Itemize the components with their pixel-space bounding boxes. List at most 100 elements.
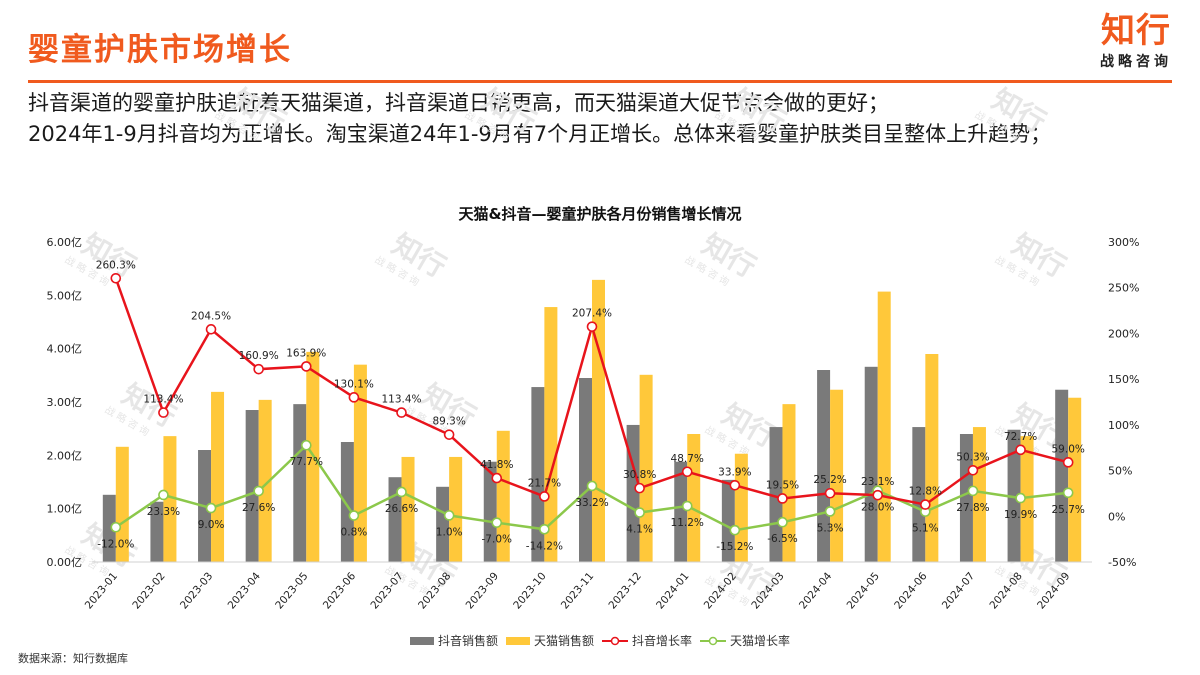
summary-line-2: 2024年1-9月抖音均为正增长。淘宝渠道24年1-9月有7个月正增长。总体来看… <box>28 122 1052 146</box>
x-tick-label: 2024-05 <box>845 570 882 611</box>
douyin-growth-data-label: 207.4% <box>572 308 612 320</box>
douyin-sales-bar <box>388 477 402 562</box>
douyin-sales-bar <box>912 427 926 562</box>
douyin-sales-bar <box>531 387 545 562</box>
tmall-growth-data-label: 1.0% <box>436 526 463 538</box>
tmall-sales-bar <box>211 391 225 562</box>
douyin-growth-data-label: 130.1% <box>334 378 374 390</box>
douyin-growth-marker <box>872 489 884 501</box>
y-left-tick: 1.00亿 <box>47 503 83 516</box>
douyin-sales-bar <box>864 366 878 562</box>
douyin-sales-bar <box>483 461 497 562</box>
douyin-growth-data-label: 59.0% <box>1052 443 1085 455</box>
tmall-growth-data-label: 0.8% <box>341 527 368 539</box>
y-right-tick: 200% <box>1108 327 1139 340</box>
douyin-growth-marker <box>729 479 741 491</box>
tmall-growth-data-label: -14.2% <box>526 540 563 552</box>
douyin-growth-data-label: 72.7% <box>1004 431 1037 443</box>
legend-item-tmall-growth: 天猫增长率 <box>700 632 790 649</box>
tmall-line-swatch-icon <box>700 636 727 645</box>
tmall-growth-marker <box>539 523 550 535</box>
tmall-bar-swatch-icon <box>506 636 531 645</box>
legend-label: 天猫销售额 <box>534 634 595 648</box>
x-tick-label: 2024-06 <box>892 570 930 612</box>
page-title: 婴童护肤市场增长 <box>28 32 292 68</box>
tmall-growth-marker <box>396 486 407 498</box>
tmall-growth-data-label: 23.3% <box>147 506 180 518</box>
y-right-tick: 250% <box>1108 282 1139 295</box>
douyin-sales-bar <box>674 461 688 562</box>
douyin-growth-data-label: 12.8% <box>909 486 942 498</box>
douyin-growth-marker <box>1015 444 1026 456</box>
y-left-tick: 5.00亿 <box>47 289 83 302</box>
tmall-growth-marker <box>967 485 979 497</box>
tmall-growth-data-label: 33.2% <box>575 497 608 509</box>
y-right-tick: 300% <box>1108 236 1139 249</box>
tmall-growth-marker <box>205 502 217 514</box>
douyin-growth-data-label: 113.4% <box>382 394 422 406</box>
tmall-growth-data-label: -6.5% <box>767 533 797 545</box>
douyin-growth-data-label: 21.7% <box>528 477 561 489</box>
douyin-growth-marker <box>681 466 693 478</box>
douyin-growth-data-label: 163.9% <box>286 347 326 359</box>
brand-logo: 知行 战略咨询 <box>1100 12 1172 71</box>
douyin-growth-data-label: 260.3% <box>96 259 136 271</box>
tmall-growth-data-label: -7.0% <box>482 534 512 546</box>
x-tick-label: 2023-09 <box>464 570 501 611</box>
x-tick-label: 2023-10 <box>511 570 548 611</box>
douyin-sales-bar <box>1055 389 1069 562</box>
tmall-sales-bar <box>449 456 463 562</box>
x-tick-label: 2024-04 <box>797 570 835 612</box>
tmall-growth-data-label: 27.8% <box>956 502 989 514</box>
tmall-growth-marker <box>158 489 169 501</box>
douyin-growth-data-label: 50.3% <box>956 451 989 463</box>
tmall-growth-marker <box>348 510 360 521</box>
douyin-growth-marker <box>300 361 312 372</box>
douyin-growth-data-label: 48.7% <box>671 453 704 465</box>
douyin-growth-marker <box>396 407 407 418</box>
summary-text: 抖音渠道的婴童护肤追赶着天猫渠道，抖音渠道日销更高，而天猫渠道大促节点会做的更好… <box>28 88 1051 150</box>
douyin-growth-marker <box>824 487 836 499</box>
tmall-sales-bar <box>972 427 986 562</box>
douyin-sales-bar <box>721 479 735 562</box>
douyin-sales-bar <box>579 378 592 562</box>
tmall-growth-marker <box>253 485 264 497</box>
douyin-growth-data-label: 30.8% <box>623 469 656 481</box>
douyin-growth-marker <box>158 407 169 418</box>
data-source-note: 数据来源：知行数据库 <box>18 652 128 665</box>
douyin-growth-marker <box>443 429 455 440</box>
douyin-growth-marker <box>539 491 550 502</box>
tmall-growth-data-label: 19.9% <box>1004 509 1037 521</box>
x-tick-label: 2023-11 <box>559 570 596 611</box>
tmall-growth-data-label: 11.2% <box>671 517 704 529</box>
tmall-growth-data-label: 5.3% <box>817 522 844 534</box>
y-right-tick: -50% <box>1108 556 1136 569</box>
y-right-tick: 0% <box>1108 510 1125 523</box>
x-tick-label: 2023-06 <box>321 570 359 612</box>
douyin-growth-data-label: 19.5% <box>766 479 799 491</box>
douyin-line-swatch-icon <box>602 636 629 645</box>
douyin-growth-marker <box>348 392 360 403</box>
tmall-sales-bar <box>258 399 272 562</box>
tmall-growth-data-label: 28.0% <box>861 502 894 514</box>
tmall-sales-bar <box>401 456 415 562</box>
chart-title: 天猫&抖音—婴童护肤各月份销售增长情况 <box>458 205 742 223</box>
tmall-growth-marker <box>681 500 693 512</box>
chart-legend: 抖音销售额 天猫销售额 抖音增长率 天猫增长率 <box>410 632 798 649</box>
douyin-sales-bar <box>959 434 973 562</box>
x-tick-label: 2023-04 <box>226 570 264 612</box>
x-tick-label: 2024-01 <box>654 570 691 611</box>
douyin-growth-marker <box>253 363 264 375</box>
x-tick-label: 2023-12 <box>607 570 644 611</box>
x-tick-label: 2024-07 <box>940 570 977 611</box>
douyin-growth-data-label: 204.5% <box>191 310 231 322</box>
y-left-tick: 0.00亿 <box>47 556 83 569</box>
tmall-growth-data-label: 26.6% <box>385 503 418 515</box>
douyin-sales-bar <box>626 424 640 562</box>
y-left-tick: 6.00亿 <box>47 236 83 249</box>
tmall-growth-data-label: 25.7% <box>1052 504 1085 516</box>
douyin-growth-marker <box>110 272 122 284</box>
tmall-growth-data-label: 9.0% <box>198 519 225 531</box>
douyin-growth-data-label: 160.9% <box>239 350 279 362</box>
